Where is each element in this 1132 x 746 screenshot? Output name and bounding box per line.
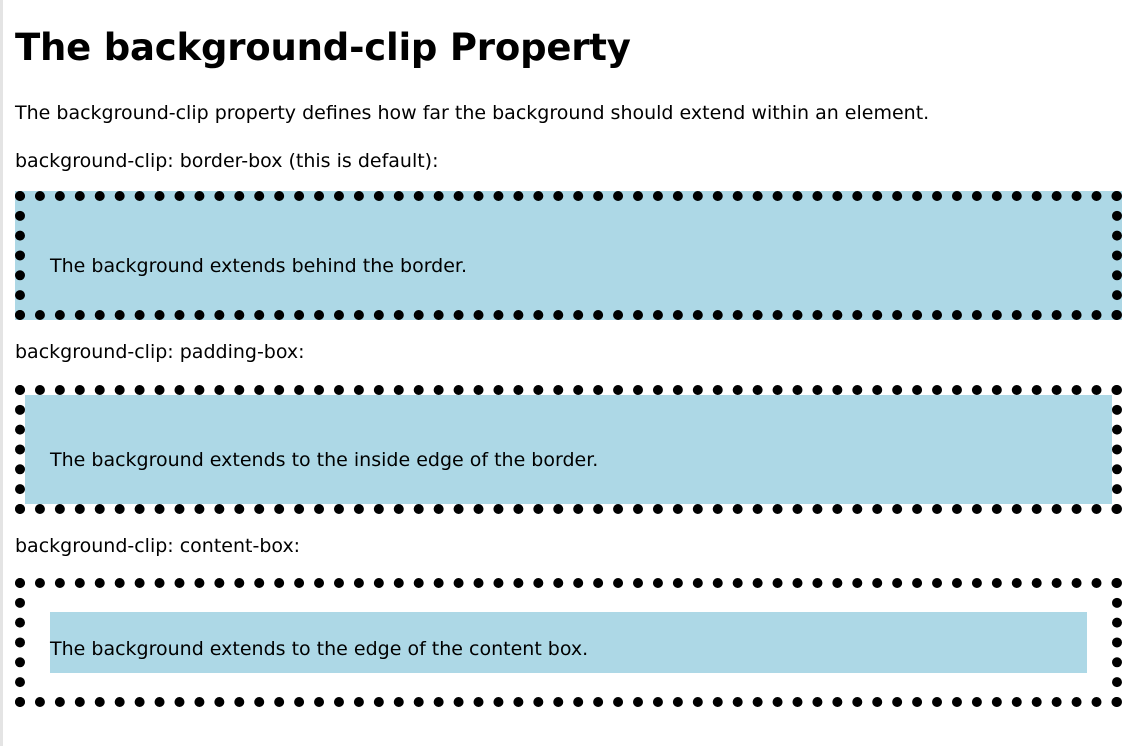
border-box-demo: The background extends behind the border… xyxy=(15,191,1122,320)
content-box-demo: The background extends to the edge of th… xyxy=(15,578,1122,707)
border-box-demo-text: The background extends behind the border… xyxy=(50,255,468,277)
padding-box-demo: The background extends to the inside edg… xyxy=(15,385,1122,514)
content-box-label: background-clip: content-box: xyxy=(15,535,301,557)
padding-box-label: background-clip: padding-box: xyxy=(15,341,305,363)
padding-box-demo-text: The background extends to the inside edg… xyxy=(50,449,599,471)
page-left-edge xyxy=(0,0,3,746)
content-box-demo-text: The background extends to the edge of th… xyxy=(50,638,589,660)
border-box-label: background-clip: border-box (this is def… xyxy=(15,150,439,172)
page-title: The background-clip Property xyxy=(15,26,631,69)
intro-paragraph: The background-clip property defines how… xyxy=(15,102,930,124)
